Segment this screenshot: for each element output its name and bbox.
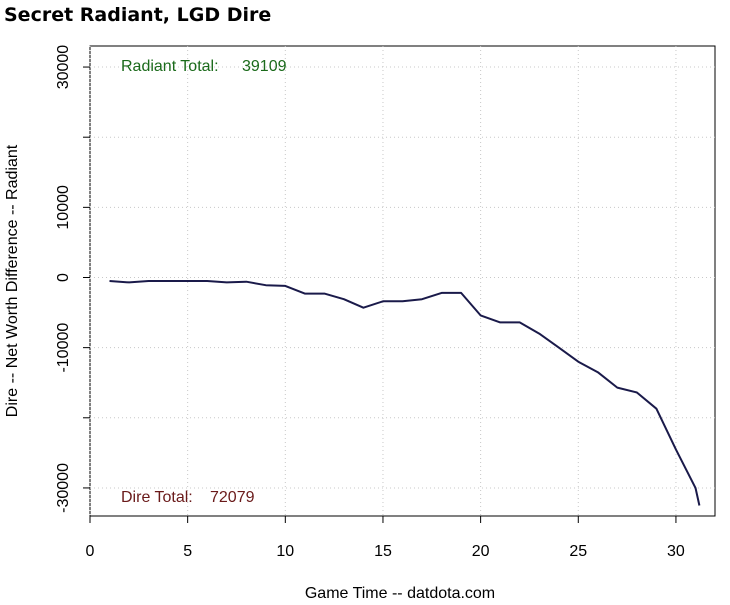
y-tick-label: 30000	[55, 45, 72, 90]
axis-ticks: 0 5 10 15 20 25 30 30000 10000 0 -10000 -30000	[55, 45, 685, 560]
x-tick-label: 0	[86, 543, 95, 560]
y-tick-label: 0	[55, 273, 72, 282]
x-tick-label: 15	[374, 543, 392, 560]
grid-lines	[89, 46, 715, 516]
y-tick-label: -30000	[55, 463, 72, 513]
x-tick-label: 10	[276, 543, 294, 560]
chart-title: Secret Radiant, LGD Dire	[4, 4, 272, 26]
y-axis-label: Dire -- Net Worth Difference -- Radiant	[4, 144, 21, 417]
x-tick-label: 30	[667, 543, 685, 560]
annotation-radiant-label: Radiant Total:	[121, 58, 219, 75]
y-tick-label: -10000	[55, 323, 72, 373]
x-axis-label: Game Time -- datdota.com	[305, 585, 495, 602]
x-tick-label: 5	[183, 543, 192, 560]
net-worth-line	[109, 280, 701, 506]
annotation-radiant-value: 39109	[242, 58, 287, 75]
x-tick-label: 20	[472, 543, 490, 560]
x-tick-label: 25	[569, 543, 587, 560]
annotation-dire-label: Dire Total:	[121, 489, 193, 506]
annotation-dire-value: 72079	[210, 489, 255, 506]
series-group	[109, 280, 701, 506]
plot-frame	[89, 45, 716, 517]
y-tick-label: 10000	[55, 185, 72, 230]
